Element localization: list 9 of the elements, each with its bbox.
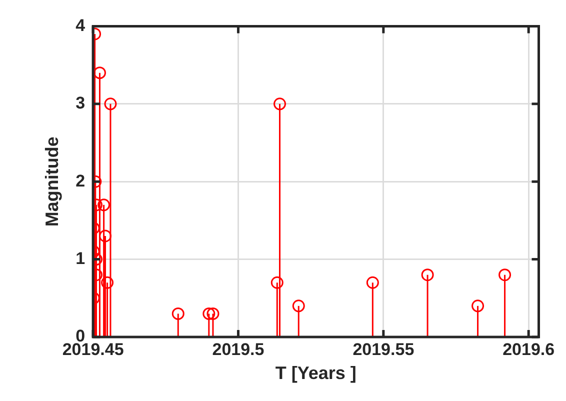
y-tick-label: 3 — [76, 94, 86, 113]
x-axis-title: T [Years ] — [275, 363, 356, 384]
y-axis-title: Magnitude — [42, 136, 62, 227]
x-tick-label: 2019.5 — [212, 340, 264, 359]
y-tick-label: 2 — [76, 171, 86, 190]
x-tick-label: 2019.6 — [502, 340, 555, 359]
x-tick-label: 2019.55 — [352, 340, 414, 359]
y-tick-label: 4 — [76, 16, 86, 35]
y-tick-label: 1 — [76, 248, 86, 268]
